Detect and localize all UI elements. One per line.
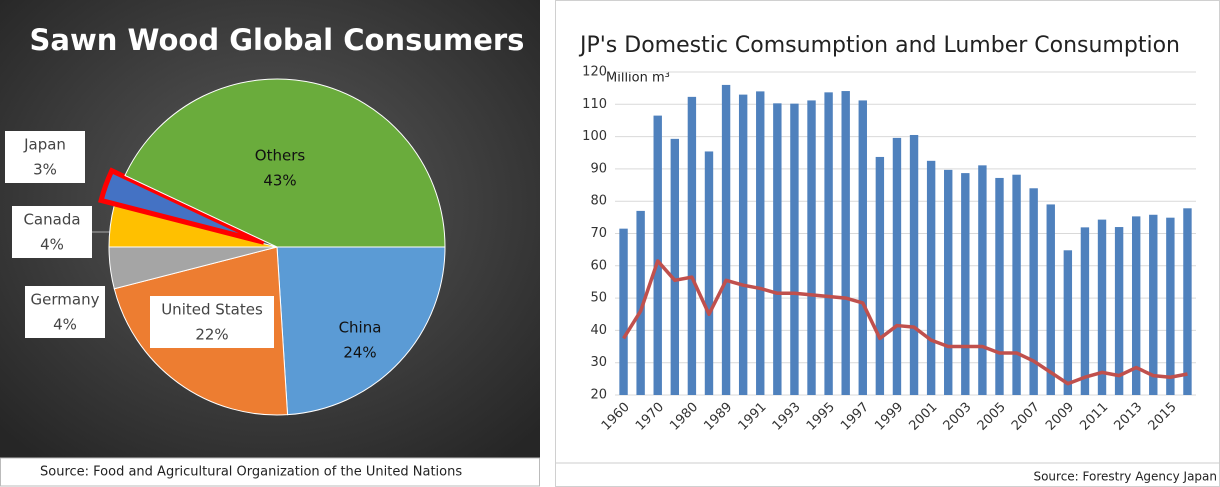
y-tick-label: 50 [590, 291, 607, 306]
bar [995, 177, 1004, 395]
bar [1149, 214, 1158, 395]
bar [858, 100, 867, 395]
bar [653, 115, 662, 395]
bar [619, 228, 628, 395]
slice-value: 4% [53, 316, 77, 334]
pie-slice [276, 246, 446, 416]
y-axis-label: Million m³ [606, 71, 670, 86]
bar [1063, 250, 1073, 395]
slice-value: 24% [343, 344, 376, 362]
bar [704, 151, 714, 395]
slice-value: 22% [195, 326, 228, 344]
slice-label: Others [255, 147, 306, 165]
bar [756, 91, 765, 395]
bar [773, 103, 782, 396]
label-box [5, 131, 85, 183]
pie-slice [124, 78, 446, 248]
label-box [12, 206, 92, 258]
slice-label: Canada [23, 211, 80, 229]
bar [790, 103, 799, 396]
y-tick-label: 30 [590, 355, 607, 370]
bar [961, 173, 970, 395]
y-tick-label: 70 [590, 226, 607, 241]
bar [824, 92, 833, 395]
pie-slice [98, 167, 265, 245]
bar [1166, 217, 1175, 395]
y-tick-label: 60 [590, 258, 607, 273]
slice-label: Japan [23, 136, 66, 154]
bar [721, 84, 731, 396]
bar [909, 134, 919, 396]
bar-title: JP's Domestic Comsumption and Lumber Con… [578, 33, 1180, 58]
bar [670, 138, 680, 395]
bar [892, 137, 902, 395]
bar [1114, 227, 1124, 395]
y-tick-label: 100 [582, 129, 607, 144]
source-box [0, 457, 540, 487]
label-box [25, 286, 105, 338]
y-tick-label: 80 [590, 194, 607, 209]
y-tick-label: 120 [582, 65, 607, 80]
bar [926, 160, 936, 395]
bar-background [555, 0, 1220, 487]
bar [738, 94, 748, 396]
bar [978, 165, 987, 395]
y-tick-label: 20 [590, 388, 607, 403]
bar [636, 210, 645, 395]
line [622, 259, 1188, 386]
bar-source: Source: Forestry Agency Japan [1033, 470, 1217, 484]
slice-label: United States [161, 301, 263, 319]
bar [1012, 174, 1021, 395]
bar [875, 156, 885, 395]
bar [1029, 188, 1038, 395]
bar [1046, 204, 1055, 395]
y-tick-label: 40 [590, 323, 607, 338]
bar [807, 100, 816, 395]
bar [1131, 216, 1141, 395]
bar [1183, 208, 1192, 395]
y-tick-label: 110 [582, 97, 607, 112]
label-box [150, 296, 274, 348]
pie-source: Source: Food and Agricultural Organizati… [40, 465, 462, 480]
slice-value: 4% [40, 236, 64, 254]
bar [687, 96, 697, 395]
slice-label: Germany [31, 291, 100, 309]
pie-title: Sawn Wood Global Consumers [30, 23, 525, 57]
bar [1097, 219, 1107, 395]
bar [1080, 227, 1090, 395]
bar [944, 169, 953, 395]
slice-label: China [339, 319, 382, 337]
y-tick-label: 90 [590, 161, 607, 176]
slice-value: 3% [33, 161, 57, 179]
slice-value: 43% [263, 172, 296, 190]
bar [841, 91, 850, 395]
